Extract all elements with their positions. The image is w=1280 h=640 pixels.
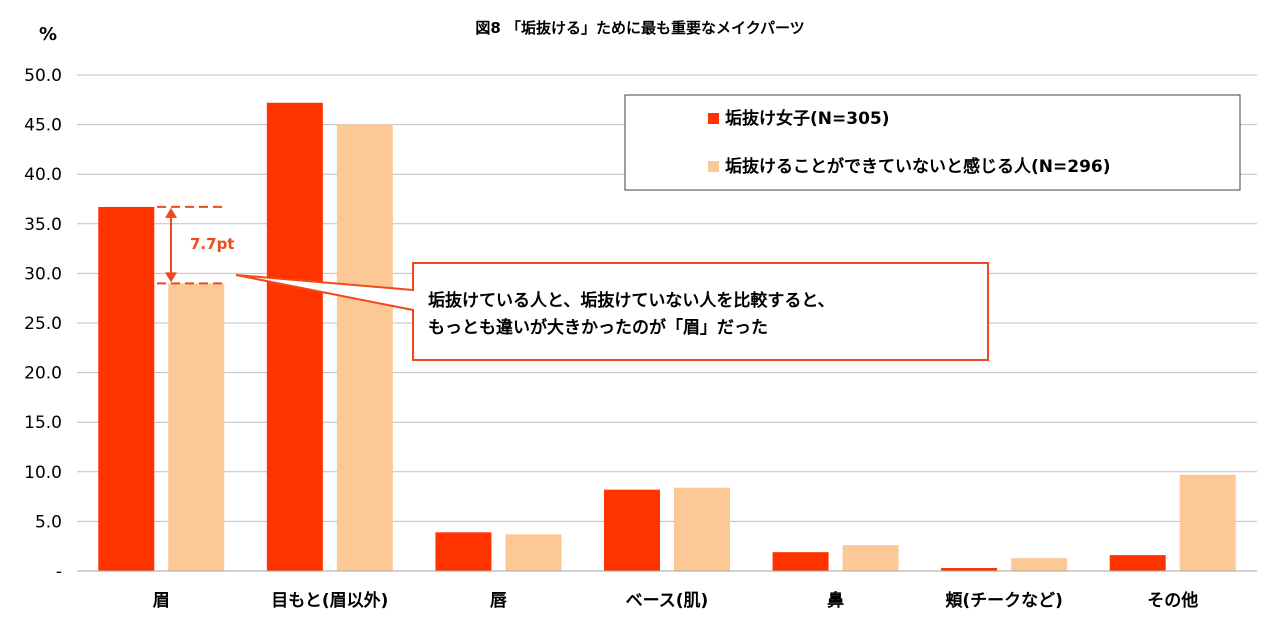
legend-box [624, 94, 1241, 191]
y-tick-label: 40.0 [24, 165, 62, 185]
x-category-label: 鼻 [827, 590, 844, 611]
callout-box [235, 262, 989, 361]
bar-series-2 [1179, 474, 1236, 571]
legend: 垢抜け女子(N=305) 垢抜けることができていないと感じる人(N=296) [624, 94, 1241, 191]
difference-annotation: 7.7pt [157, 205, 234, 285]
bar-series-1 [941, 568, 998, 571]
bar-series-2 [1011, 558, 1068, 571]
category-labels: 眉 目もと(眉以外) 唇 ベース(肌) 鼻 頬(チークなど) その他 [153, 590, 1198, 611]
callout-line-2: もっとも違いが大きかったのが「眉」だった [428, 317, 768, 338]
bar-series-1 [772, 552, 829, 571]
callout: 垢抜けている人と、垢抜けていない人を比較すると、 もっとも違いが大きかったのが「… [235, 262, 989, 361]
y-tick-label: 15.0 [24, 413, 62, 433]
y-tick-label: 5.0 [35, 512, 62, 532]
x-category-label: ベース(肌) [626, 591, 709, 611]
y-tick-label: 30.0 [24, 264, 62, 284]
y-tick-label: 45.0 [24, 116, 62, 136]
y-tick-label: 25.0 [24, 314, 62, 334]
legend-label-series-2: 垢抜けることができていないと感じる人(N=296) [725, 156, 1111, 177]
y-tick-label: 50.0 [24, 66, 62, 86]
difference-arrowhead-down [165, 272, 177, 283]
legend-swatch-series-2 [708, 161, 719, 172]
bar-series-1 [604, 489, 660, 571]
bar-series-1 [98, 206, 155, 571]
x-category-label: 眉 [153, 591, 170, 611]
difference-arrowhead-up [165, 207, 177, 218]
legend-label-series-1: 垢抜け女子(N=305) [725, 108, 890, 129]
bar-series-2 [168, 283, 225, 571]
x-category-label: 目もと(眉以外) [271, 590, 388, 611]
legend-swatch-series-1 [708, 113, 719, 124]
bar-series-2 [674, 487, 730, 571]
y-tick-label: 20.0 [24, 364, 62, 384]
bar-series-1 [1109, 555, 1166, 571]
bar-series-2 [505, 534, 562, 571]
y-tick-label: 35.0 [24, 215, 62, 235]
x-category-label: その他 [1147, 590, 1198, 611]
callout-line-1: 垢抜けている人と、垢抜けていない人を比較すると、 [428, 290, 835, 311]
y-axis-unit: % [39, 24, 57, 45]
y-tick-label: - [56, 562, 62, 582]
y-axis-ticks: - 5.0 10.0 15.0 20.0 25.0 30.0 35.0 40.0 45.0 50.0 [24, 66, 62, 582]
bar-series-2 [336, 124, 393, 571]
x-category-label: 頬(チークなど) [945, 590, 1063, 611]
bars [98, 102, 1236, 571]
bar-series-2 [842, 545, 899, 571]
bar-series-1 [435, 532, 492, 571]
difference-label: 7.7pt [190, 235, 234, 253]
chart-title: 図8 「垢抜ける」ために最も重要なメイクパーツ [475, 19, 804, 37]
bar-series-1 [266, 102, 323, 571]
y-tick-label: 10.0 [24, 463, 62, 483]
x-category-label: 唇 [490, 591, 508, 611]
